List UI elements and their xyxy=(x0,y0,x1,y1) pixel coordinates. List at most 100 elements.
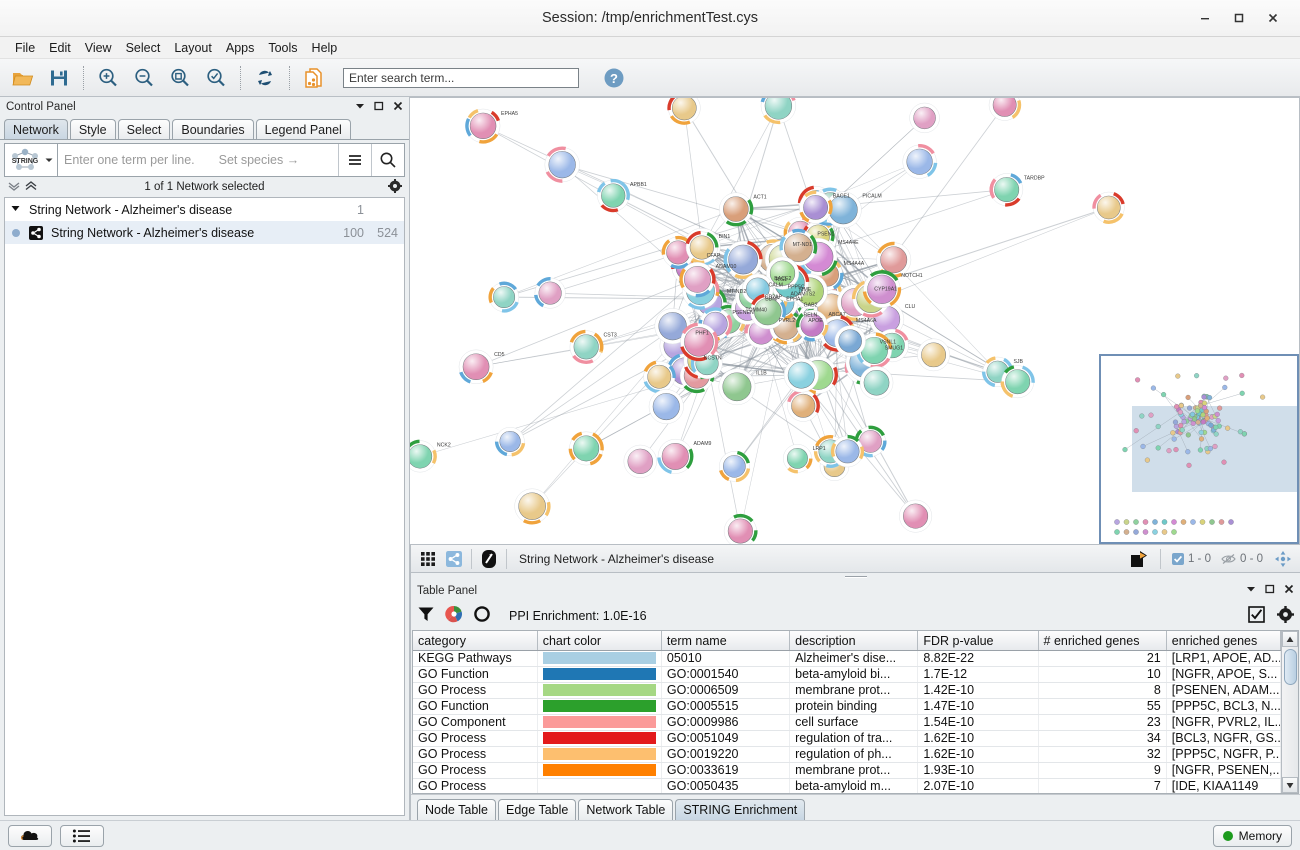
chevron-down-icon[interactable] xyxy=(11,204,29,215)
scroll-thumb[interactable] xyxy=(1283,649,1297,686)
menu-tools[interactable]: Tools xyxy=(268,40,298,55)
maximize-button[interactable] xyxy=(1222,5,1256,31)
list-icon[interactable] xyxy=(60,824,104,847)
donut-chart-icon[interactable] xyxy=(473,605,491,626)
network-thumbnail-icon[interactable] xyxy=(441,547,467,571)
tab-network[interactable]: Network xyxy=(4,119,68,139)
export-image-icon[interactable] xyxy=(1126,547,1152,571)
network-node[interactable] xyxy=(988,98,1022,121)
table-row[interactable]: KEGG Pathways 05010 Alzheimer's dise... 8.8… xyxy=(413,650,1282,667)
open-folder-icon[interactable] xyxy=(6,62,40,94)
col-category[interactable]: category xyxy=(413,631,538,651)
network-graph[interactable]: MT-ND2 MT-ND1 VSNL1 GAB2 RIS1 IL1B CLU APOE ACT1… xyxy=(410,98,1299,544)
panel-resize-grip[interactable] xyxy=(410,573,1300,581)
network-node[interactable] xyxy=(568,431,604,466)
network-node[interactable] xyxy=(410,439,437,473)
menu-help[interactable]: Help xyxy=(311,40,338,55)
network-node[interactable] xyxy=(534,276,566,309)
fit-content-icon[interactable] xyxy=(1270,547,1296,571)
zoom-out-icon[interactable] xyxy=(127,62,161,94)
col-fdr-pvalue[interactable]: FDR p-value xyxy=(917,631,1039,651)
refresh-icon[interactable] xyxy=(248,62,282,94)
col-enriched-genes[interactable]: enriched genes xyxy=(1166,631,1282,651)
network-node[interactable] xyxy=(465,108,501,144)
network-node[interactable] xyxy=(488,281,520,313)
network-node[interactable] xyxy=(795,309,829,342)
network-node[interactable] xyxy=(989,173,1024,207)
network-node[interactable] xyxy=(909,102,940,134)
table-panel-dropdown-icon[interactable] xyxy=(1246,584,1256,597)
pie-chart-icon[interactable] xyxy=(445,605,463,626)
network-node[interactable] xyxy=(723,513,758,544)
network-overview-minimap[interactable] xyxy=(1099,354,1299,544)
table-row[interactable]: GO Process GO:0033619 membrane prot... 1.93… xyxy=(413,762,1282,779)
network-node[interactable] xyxy=(685,230,719,265)
table-vertical-scrollbar[interactable] xyxy=(1281,631,1298,793)
table-row[interactable]: GO Function GO:0005515 protein binding 1.47… xyxy=(413,698,1282,715)
expand-all-icon[interactable] xyxy=(24,180,38,195)
network-node[interactable] xyxy=(643,360,676,394)
network-node[interactable] xyxy=(719,450,751,483)
search-icon[interactable] xyxy=(371,144,404,176)
filter-icon[interactable] xyxy=(417,605,435,626)
string-query-input[interactable]: Enter one term per line. Set species → xyxy=(57,144,338,176)
zoom-fit-icon[interactable] xyxy=(163,62,197,94)
network-node[interactable] xyxy=(876,241,912,278)
menu-apps[interactable]: Apps xyxy=(225,40,255,55)
grid-view-icon[interactable] xyxy=(415,547,441,571)
network-node[interactable] xyxy=(680,322,719,362)
zoom-selected-icon[interactable] xyxy=(199,62,233,94)
network-node[interactable] xyxy=(648,389,684,425)
col-term-name[interactable]: term name xyxy=(661,631,791,651)
zoom-in-icon[interactable] xyxy=(91,62,125,94)
tab-string-enrichment[interactable]: STRING Enrichment xyxy=(675,799,806,820)
network-node[interactable] xyxy=(723,240,763,279)
gear-icon[interactable] xyxy=(1277,605,1294,626)
checkbox-icon[interactable] xyxy=(1248,605,1265,626)
cloud-icon[interactable] xyxy=(8,824,52,847)
scroll-up-arrow[interactable] xyxy=(1282,631,1298,648)
network-node[interactable] xyxy=(569,329,604,364)
network-node[interactable] xyxy=(783,357,819,393)
string-species-label[interactable]: Set species → xyxy=(218,153,300,167)
table-row[interactable]: GO Process GO:0050435 beta-amyloid m... 2.0… xyxy=(413,778,1282,794)
tab-select[interactable]: Select xyxy=(117,119,171,139)
control-panel-float-icon[interactable] xyxy=(374,101,384,114)
table-row[interactable]: GO Component GO:0009986 cell surface 1.54E-… xyxy=(413,714,1282,731)
network-node[interactable] xyxy=(902,144,938,179)
tab-edge-table[interactable]: Edge Table xyxy=(498,799,577,820)
network-canvas[interactable]: MT-ND2 MT-ND1 VSNL1 GAB2 RIS1 IL1B CLU APOE ACT1… xyxy=(410,97,1300,545)
network-node[interactable] xyxy=(718,368,756,406)
network-node[interactable] xyxy=(787,389,820,422)
menu-layout[interactable]: Layout xyxy=(174,40,212,55)
network-node[interactable] xyxy=(1000,365,1035,399)
col-description[interactable]: description xyxy=(789,631,919,651)
memory-status-button[interactable]: Memory xyxy=(1212,824,1292,847)
table-row[interactable]: GO Process GO:0019220 regulation of ph... 1… xyxy=(413,746,1282,763)
scroll-down-arrow[interactable] xyxy=(1282,777,1298,793)
tab-legend-panel[interactable]: Legend Panel xyxy=(255,119,351,139)
network-node[interactable] xyxy=(830,434,865,468)
network-node[interactable] xyxy=(719,192,754,227)
menu-view[interactable]: View xyxy=(84,40,112,55)
network-node[interactable] xyxy=(899,499,933,533)
control-panel-close-icon[interactable] xyxy=(393,101,403,114)
enrichment-table-wrapper[interactable]: category chart color term name descripti… xyxy=(412,630,1299,794)
menu-select[interactable]: Select xyxy=(125,40,161,55)
network-node[interactable] xyxy=(765,256,800,290)
network-list-item[interactable]: String Network - Alzheimer's disease 100… xyxy=(5,221,404,244)
menu-edit[interactable]: Edit xyxy=(49,40,71,55)
table-row[interactable]: GO Function GO:0001540 beta-amyloid bi... 1… xyxy=(413,666,1282,683)
collapse-all-icon[interactable] xyxy=(7,180,21,195)
save-icon[interactable] xyxy=(42,62,76,94)
network-list[interactable]: String Network - Alzheimer's disease 1 S… xyxy=(4,197,405,816)
table-panel-float-icon[interactable] xyxy=(1265,584,1275,597)
table-row[interactable]: GO Process GO:0006509 membrane prot... 1.42… xyxy=(413,682,1282,699)
export-network-icon[interactable] xyxy=(297,62,331,94)
string-species-caret-icon[interactable] xyxy=(45,144,57,176)
network-list-root-row[interactable]: String Network - Alzheimer's disease 1 xyxy=(5,198,404,221)
network-node[interactable] xyxy=(834,325,866,357)
network-node[interactable] xyxy=(514,488,551,525)
network-node[interactable] xyxy=(760,98,797,125)
minimize-button[interactable] xyxy=(1188,5,1222,31)
